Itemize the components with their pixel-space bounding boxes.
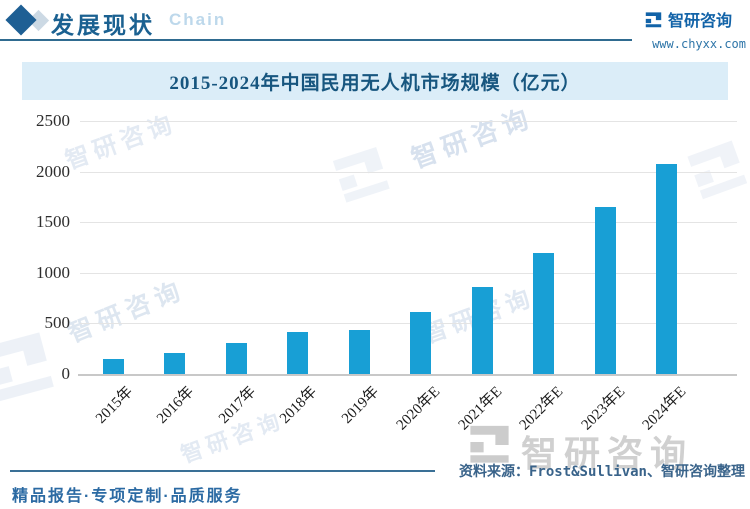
bar	[225, 343, 247, 374]
bar	[656, 164, 677, 374]
y-tick-label: 0	[61, 364, 71, 383]
bar	[471, 287, 493, 374]
bar	[594, 207, 616, 374]
bar	[287, 332, 308, 374]
brand-url: www.chyxx.com	[652, 37, 746, 51]
brand-name: 智研咨询	[668, 13, 733, 30]
gridline	[80, 272, 737, 274]
footer-divider	[10, 470, 435, 472]
footer-slogan: 精品报告·专项定制·品质服务	[12, 488, 243, 505]
bar	[410, 312, 431, 374]
watermark-text: 智研咨询	[521, 433, 694, 474]
chart-title-band: 2015-2024年中国民用无人机市场规模（亿元）	[22, 62, 728, 100]
bar	[164, 353, 185, 374]
bar	[348, 330, 370, 374]
gridline	[80, 121, 737, 122]
bar	[102, 359, 124, 374]
y-tick-label: 500	[44, 313, 71, 333]
bar-chart: 0 500 1000 1500 2000 2500 2015年 2016年 2017年 2018年…	[0, 100, 750, 445]
section-title: 发展现状	[51, 12, 155, 38]
x-axis-line	[78, 374, 737, 376]
source-note: 资料来源：Frost&Sullivan、智研咨询整理	[458, 464, 745, 480]
gridline	[80, 171, 737, 173]
watermark-chain-text: Chain	[169, 10, 227, 29]
gridline	[80, 222, 737, 224]
y-tick-label: 2000	[36, 161, 70, 181]
y-tick-label: 2500	[36, 111, 70, 130]
chart-title: 2015-2024年中国民用无人机市场规模（亿元）	[169, 72, 581, 94]
y-tick-label: 1000	[36, 262, 70, 282]
bar	[533, 253, 554, 374]
y-tick-label: 1500	[36, 212, 70, 232]
diamond-bullet-icon	[5, 4, 37, 36]
gridline	[80, 323, 737, 325]
brand-block: 智研咨询 www.chyxx.com	[644, 7, 748, 51]
zhiyan-logo-icon	[644, 10, 663, 29]
header-divider	[0, 39, 632, 41]
